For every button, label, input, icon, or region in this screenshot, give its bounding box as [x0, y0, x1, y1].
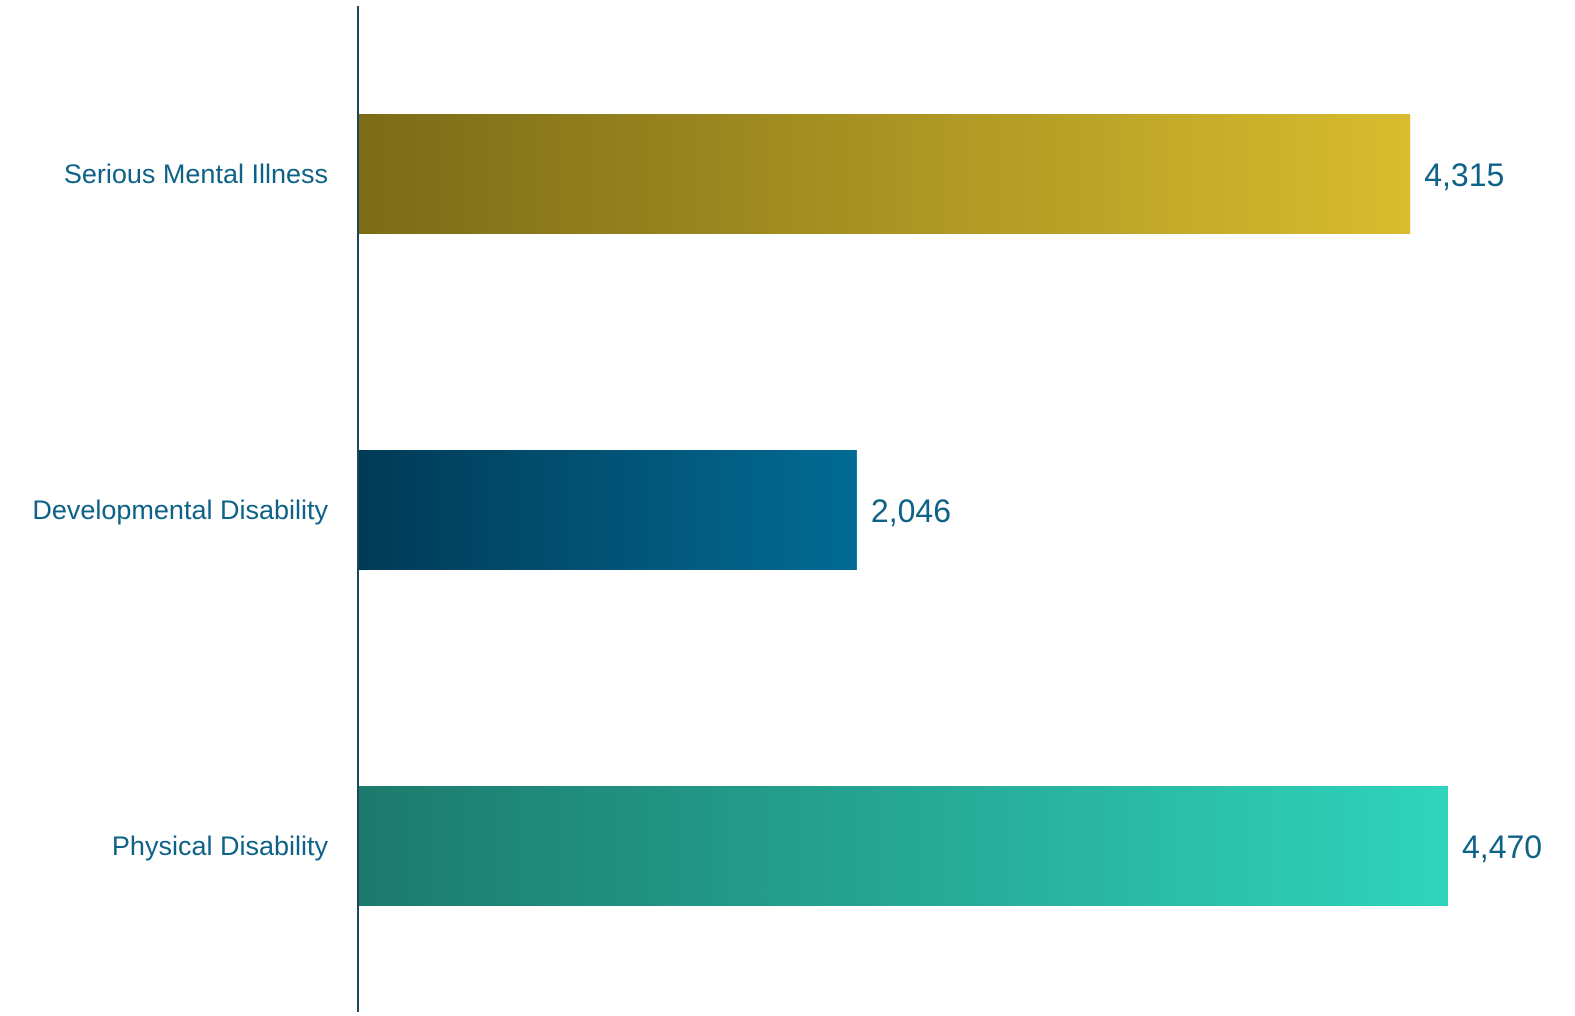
bar-physical-disability: [358, 786, 1448, 906]
value-label-serious-mental-illness: 4,315: [1424, 157, 1504, 193]
category-label-developmental-disability: Developmental Disability: [32, 495, 328, 525]
value-label-developmental-disability: 2,046: [871, 493, 951, 529]
category-label-serious-mental-illness: Serious Mental Illness: [64, 159, 328, 189]
bar-developmental-disability: [358, 450, 857, 570]
labels-layer: Serious Mental Illness 4,315 Developmental…: [32, 157, 1542, 865]
value-label-physical-disability: 4,470: [1462, 829, 1542, 865]
bar-serious-mental-illness: [358, 114, 1411, 234]
bars-layer: [358, 114, 1448, 906]
category-label-physical-disability: Physical Disability: [112, 831, 329, 861]
